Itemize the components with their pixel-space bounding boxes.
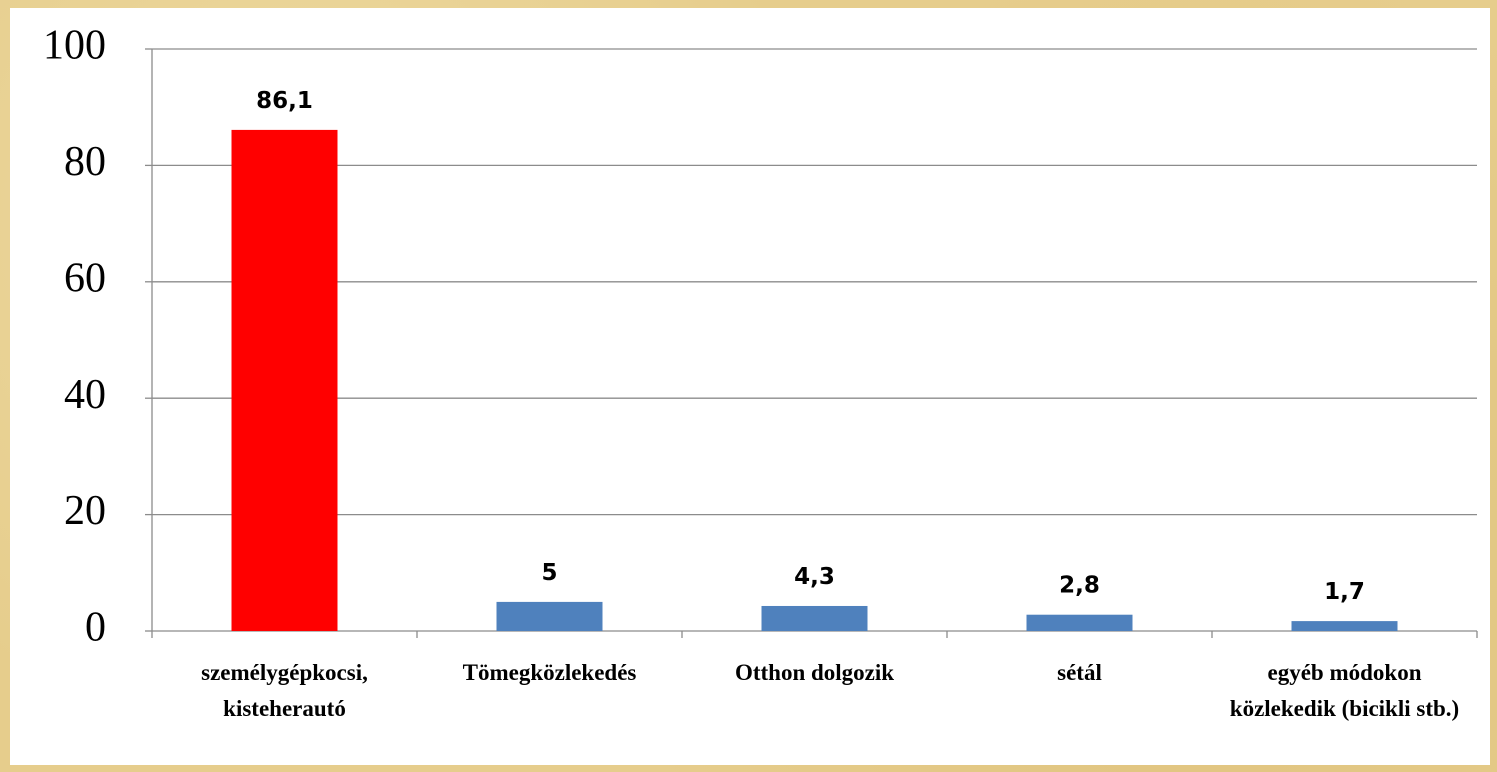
y-tick-label: 40 xyxy=(64,372,106,418)
data-label: 2,8 xyxy=(1059,573,1100,599)
y-tick-label: 80 xyxy=(64,139,106,185)
y-tick-label: 60 xyxy=(64,255,106,301)
bar xyxy=(761,605,868,631)
data-label: 1,7 xyxy=(1324,579,1365,605)
x-tick-label: Tömegközlekedés xyxy=(462,660,637,685)
bar xyxy=(1291,621,1398,631)
bar xyxy=(231,129,338,631)
x-tick-label: Otthon dolgozik xyxy=(734,660,895,685)
x-tick-label: egyéb módokon közlekedik (bicikli stb.) xyxy=(1229,660,1460,721)
y-tick-label: 20 xyxy=(64,488,106,534)
bar xyxy=(1026,614,1133,631)
y-tick-label: 100 xyxy=(43,23,106,69)
data-label: 5 xyxy=(541,560,557,586)
data-label: 4,3 xyxy=(794,564,835,590)
x-tick-label: sétál xyxy=(1057,660,1102,685)
y-tick-label: 0 xyxy=(85,605,106,651)
x-tick-label: személygépkocsi, kisteherautó xyxy=(201,660,368,721)
bar xyxy=(496,601,603,631)
data-label: 86,1 xyxy=(256,88,313,114)
